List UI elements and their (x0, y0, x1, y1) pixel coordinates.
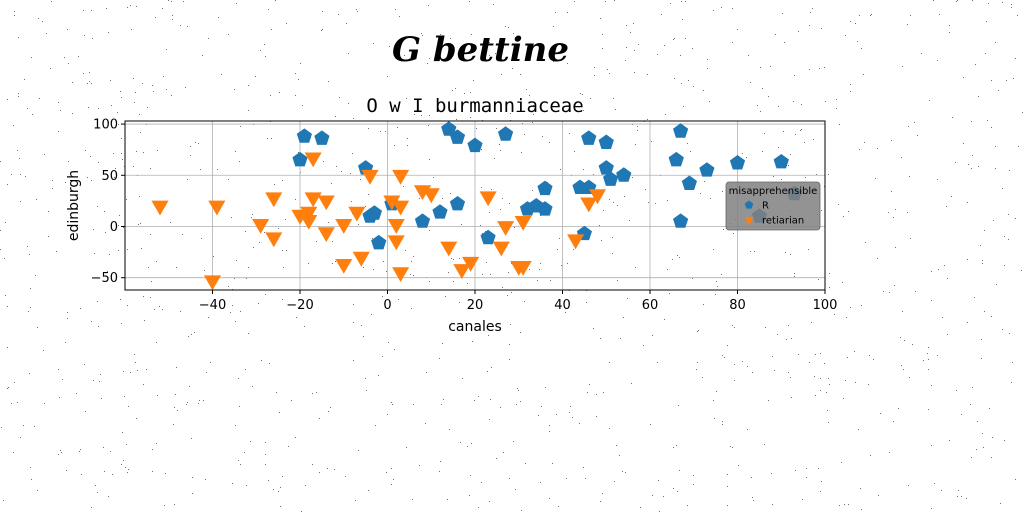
x-tick-label: 20 (467, 298, 484, 313)
y-tick-label: −50 (91, 271, 118, 286)
legend-title: misapprehensible (729, 186, 818, 197)
x-tick-label: 0 (383, 298, 391, 313)
data-point-triangle-down (392, 169, 410, 185)
y-tick-label: 100 (93, 118, 118, 133)
data-point-pentagon (314, 130, 330, 145)
data-point-triangle-down (514, 261, 532, 276)
data-point-triangle-down (265, 232, 283, 248)
legend-label: retiarian (762, 216, 804, 227)
data-point-pentagon (729, 155, 746, 170)
data-point-triangle-down (335, 219, 353, 234)
data-point-triangle-down (208, 200, 226, 216)
data-point-triangle-down (492, 241, 510, 257)
data-point-pentagon (616, 167, 632, 182)
data-point-pentagon (681, 175, 697, 190)
y-tick-label: 50 (101, 169, 118, 184)
data-point-triangle-down (580, 197, 598, 213)
data-points (151, 121, 802, 291)
data-point-triangle-down (352, 251, 370, 267)
data-point-pentagon (598, 160, 614, 175)
data-point-pentagon (414, 213, 431, 228)
data-point-pentagon (449, 196, 466, 211)
x-axis-ticks: −40 −20 0 20 40 60 80 100 (199, 290, 838, 313)
x-tick-label: −20 (286, 298, 313, 313)
x-axis-label: canales (448, 319, 502, 335)
data-point-triangle-down (497, 221, 515, 236)
data-point-triangle-down (392, 200, 410, 216)
data-point-triangle-down (252, 219, 270, 234)
data-point-pentagon (537, 180, 553, 196)
data-point-pentagon (603, 171, 619, 186)
data-point-pentagon (480, 229, 496, 245)
data-point-pentagon (581, 130, 597, 145)
data-point-pentagon (498, 126, 514, 141)
plot-frame (124, 120, 826, 291)
data-point-pentagon (366, 205, 382, 220)
y-axis-ticks: −50 0 50 100 (91, 118, 125, 286)
data-point-pentagon (441, 121, 457, 136)
y-tick-label: 0 (110, 220, 118, 235)
data-point-triangle-down (387, 219, 405, 234)
data-point-triangle-down (361, 169, 379, 185)
data-point-triangle-down (567, 234, 585, 250)
data-point-pentagon (668, 151, 684, 167)
data-point-triangle-down (265, 192, 283, 208)
data-point-pentagon (699, 162, 715, 177)
data-point-triangle-down (392, 267, 410, 282)
data-point-pentagon (296, 128, 312, 143)
legend-marker (744, 200, 754, 209)
data-point-triangle-down (151, 200, 169, 216)
data-point-pentagon (449, 129, 466, 144)
data-point-triangle-down (317, 227, 335, 243)
data-point-pentagon (673, 213, 689, 228)
y-axis-label: edinburgh (66, 170, 82, 241)
data-point-triangle-down (304, 192, 322, 208)
data-point-triangle-down (203, 275, 222, 291)
data-point-triangle-down (453, 264, 471, 279)
legend-marker (744, 217, 754, 226)
data-point-triangle-down (348, 206, 366, 222)
data-point-pentagon (673, 123, 689, 138)
data-point-pentagon (292, 151, 308, 167)
figure-suptitle: G bettine (392, 30, 569, 70)
x-tick-label: 100 (813, 298, 838, 313)
data-point-pentagon (537, 201, 553, 216)
data-point-triangle-down (304, 152, 322, 168)
x-tick-label: 60 (642, 298, 659, 313)
data-point-pentagon (432, 204, 448, 219)
axes-title: O w I burmanniaceae (366, 95, 583, 117)
data-point-pentagon (598, 134, 614, 149)
data-point-triangle-down (300, 215, 318, 230)
data-point-triangle-down (440, 241, 458, 257)
x-tick-label: −40 (199, 298, 226, 313)
data-point-triangle-down (479, 191, 497, 207)
data-point-triangle-down (387, 235, 405, 251)
data-point-triangle-down (462, 256, 480, 272)
data-point-pentagon (773, 154, 789, 169)
data-point-triangle-down (335, 259, 353, 274)
data-point-triangle-down (422, 188, 440, 204)
data-point-triangle-down (383, 195, 401, 211)
x-tick-label: 80 (729, 298, 746, 313)
data-point-triangle-down (317, 195, 335, 211)
data-point-triangle-down (589, 189, 606, 205)
legend-label: R (762, 201, 769, 212)
data-point-triangle-down (514, 216, 532, 231)
data-point-pentagon (467, 137, 483, 153)
data-point-pentagon (371, 234, 387, 250)
data-point-triangle-down (300, 206, 318, 222)
x-tick-label: 40 (554, 298, 571, 313)
